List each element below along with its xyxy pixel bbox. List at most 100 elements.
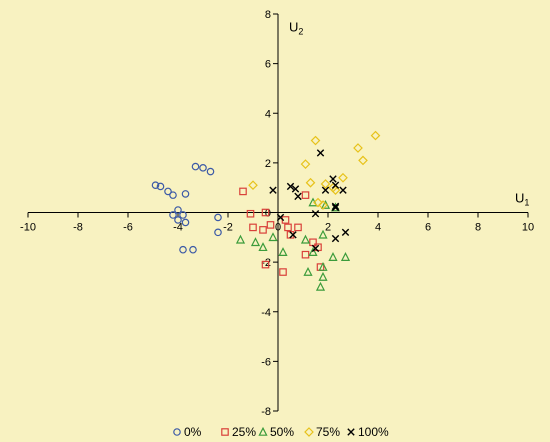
data-point-x xyxy=(339,186,347,194)
data-point-circle xyxy=(169,211,177,219)
data-point-square xyxy=(239,187,247,196)
data-point-triangle xyxy=(235,234,246,244)
data-point-diamond xyxy=(300,159,311,169)
data-point-x xyxy=(331,202,340,210)
x-tick-label: 0 xyxy=(275,222,281,234)
data-point-x xyxy=(269,186,277,194)
x-tick-label: -6 xyxy=(123,222,133,234)
x-tick-label: -2 xyxy=(223,222,233,234)
x-tick-label: 2 xyxy=(325,222,331,234)
legend-marker-diamond xyxy=(304,427,314,437)
data-point-circle xyxy=(164,187,172,196)
data-point-circle xyxy=(156,182,165,191)
data-point-x xyxy=(311,244,320,253)
x-axis-title: U1 xyxy=(515,191,529,208)
legend-item-triangle: 50% xyxy=(258,425,294,439)
data-point-circle xyxy=(214,213,222,222)
data-point-diamond xyxy=(338,172,348,183)
data-point-x xyxy=(311,210,320,218)
data-point-triangle xyxy=(315,281,326,291)
data-point-diamond xyxy=(370,130,381,141)
x-tick-label: -4 xyxy=(173,222,183,234)
x-tick-label: 4 xyxy=(375,222,381,234)
data-point-x xyxy=(286,182,295,191)
data-point-circle xyxy=(214,228,222,237)
data-point-square xyxy=(279,268,287,276)
data-point-circle xyxy=(169,191,177,199)
data-point-triangle xyxy=(258,242,268,252)
y-tick-label: -6 xyxy=(261,356,271,368)
data-points xyxy=(151,130,381,291)
legend-label: 25% xyxy=(232,425,256,439)
x-tick-label: -10 xyxy=(20,222,36,234)
data-point-circle xyxy=(191,162,200,171)
data-point-x xyxy=(321,186,330,194)
y-tick-label: 8 xyxy=(265,9,271,21)
data-point-diamond xyxy=(310,135,321,146)
data-point-triangle xyxy=(340,252,351,261)
data-point-square xyxy=(284,223,292,232)
legend-item-x: 100% xyxy=(347,425,389,439)
legend-item-circle: 0% xyxy=(173,425,202,439)
legend-marker-circle xyxy=(173,428,181,436)
data-point-circle xyxy=(199,164,207,172)
data-point-x xyxy=(276,213,285,222)
data-point-diamond xyxy=(248,180,258,191)
data-point-x xyxy=(291,185,300,193)
legend-marker-x xyxy=(347,428,355,436)
data-point-x xyxy=(331,234,340,243)
data-point-diamond xyxy=(358,155,368,166)
y-tick-label: -8 xyxy=(261,406,271,418)
data-point-diamond xyxy=(320,179,331,189)
legend-label: 50% xyxy=(270,425,294,439)
data-point-circle xyxy=(206,167,215,176)
data-point-square xyxy=(301,250,310,259)
data-point-diamond xyxy=(305,177,316,188)
data-point-square xyxy=(294,223,302,232)
legend-item-diamond: 75% xyxy=(304,425,340,439)
data-point-diamond xyxy=(353,143,363,153)
series-circle xyxy=(151,162,222,254)
data-point-square xyxy=(246,209,255,218)
y-tick-label: 6 xyxy=(265,59,271,71)
data-point-x xyxy=(289,231,297,239)
y-tick-label: -4 xyxy=(261,307,271,319)
series-diamond xyxy=(248,130,381,210)
y-tick-label: 0 xyxy=(265,208,271,220)
x-axis-title-main: U xyxy=(515,191,524,206)
data-point-circle xyxy=(151,181,160,190)
data-point-triangle xyxy=(250,237,261,247)
data-point-x xyxy=(331,181,340,189)
y-axis-title: U2 xyxy=(289,19,303,36)
data-point-x xyxy=(329,175,337,183)
data-point-square xyxy=(261,260,270,269)
legend-marker-triangle xyxy=(258,426,268,436)
data-point-triangle xyxy=(318,229,328,239)
x-axis-title-subscript: 1 xyxy=(524,198,529,208)
data-point-x xyxy=(341,228,350,237)
x-tick-label: 10 xyxy=(522,222,534,234)
y-axis-title-main: U xyxy=(289,19,298,34)
data-point-circle xyxy=(181,218,190,227)
data-point-triangle xyxy=(308,247,318,256)
data-point-circle xyxy=(181,190,190,198)
y-tick-label: 4 xyxy=(265,108,271,120)
data-point-square xyxy=(266,221,275,229)
data-point-circle xyxy=(174,216,182,224)
y-tick-label: -2 xyxy=(261,257,271,269)
data-point-circle xyxy=(179,245,187,254)
data-point-x xyxy=(316,149,325,157)
data-point-square xyxy=(261,208,270,217)
x-tick-label: 8 xyxy=(475,222,481,234)
data-point-triangle xyxy=(318,271,328,281)
y-axis-title-subscript: 2 xyxy=(298,26,303,36)
data-point-triangle xyxy=(303,266,313,276)
data-point-square xyxy=(301,191,310,199)
data-point-triangle xyxy=(268,232,278,242)
data-point-square xyxy=(259,226,267,234)
data-point-triangle xyxy=(328,252,338,261)
data-point-x xyxy=(294,192,302,201)
data-point-square xyxy=(249,223,257,232)
